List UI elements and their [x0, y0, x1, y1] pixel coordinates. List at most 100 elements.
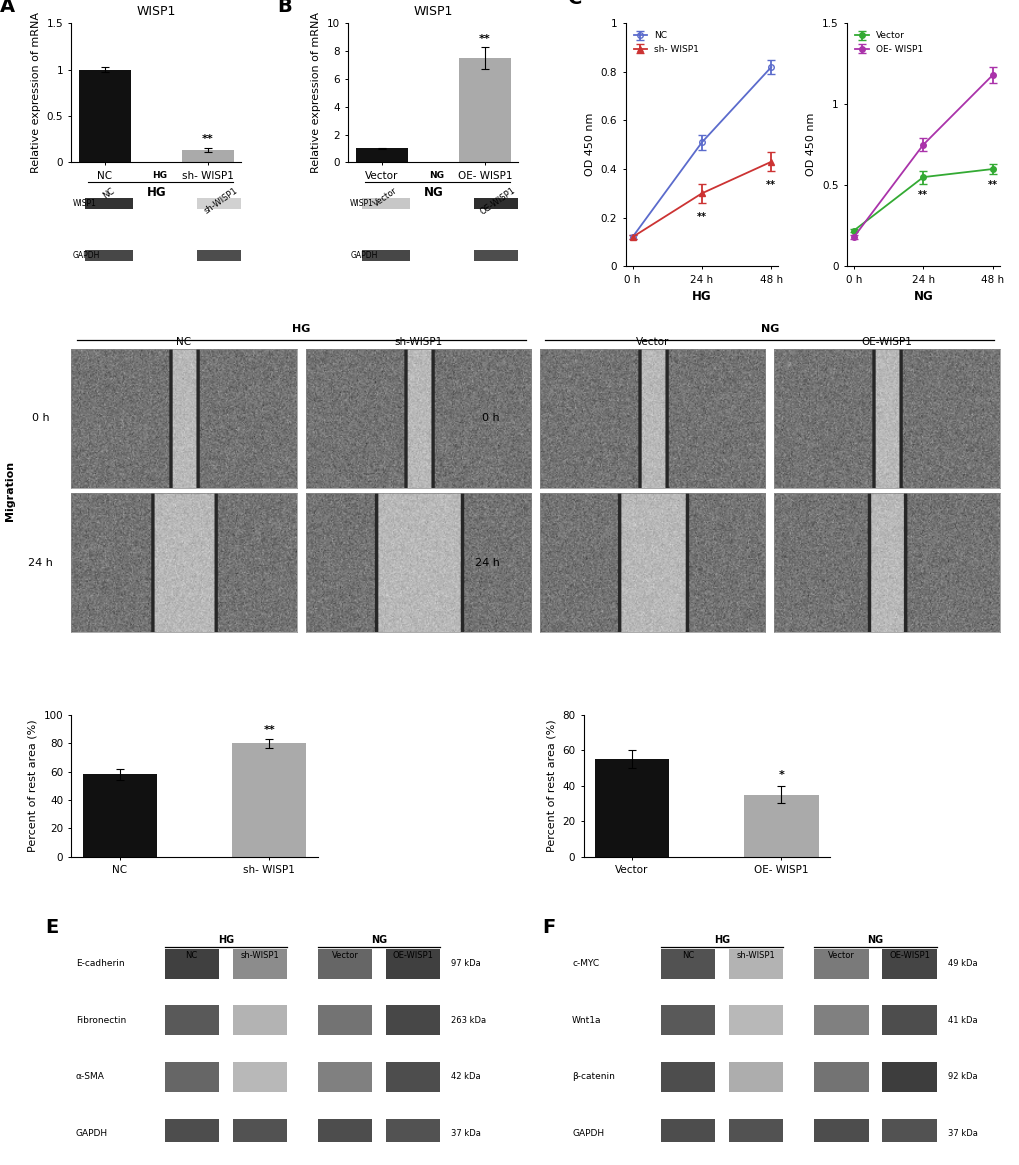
Y-axis label: Relative expression of mRNA: Relative expression of mRNA — [31, 13, 41, 174]
Text: 263 kDa: 263 kDa — [450, 1016, 486, 1025]
Y-axis label: OD 450 nm: OD 450 nm — [585, 113, 595, 176]
Text: C: C — [567, 0, 582, 8]
Legend: NC, sh- WISP1: NC, sh- WISP1 — [630, 28, 702, 57]
Bar — [318, 1061, 372, 1092]
Bar — [197, 250, 245, 261]
Text: 42 kDa: 42 kDa — [450, 1073, 481, 1081]
Text: 0 h: 0 h — [481, 414, 499, 423]
Bar — [385, 948, 440, 979]
Title: WISP1: WISP1 — [137, 5, 176, 17]
Text: **: ** — [479, 34, 490, 44]
Bar — [232, 1118, 286, 1149]
Text: **: ** — [986, 181, 997, 190]
Text: *: * — [777, 770, 784, 781]
Bar — [660, 1118, 714, 1149]
Text: F: F — [541, 918, 554, 937]
Y-axis label: Relative expression of mRNA: Relative expression of mRNA — [311, 13, 321, 174]
Text: 49 kDa: 49 kDa — [947, 959, 976, 968]
Text: α-SMA: α-SMA — [75, 1073, 105, 1081]
Text: **: ** — [917, 190, 927, 200]
Bar — [318, 1118, 372, 1149]
Bar — [85, 198, 132, 210]
Bar — [743, 795, 817, 856]
Bar — [385, 1005, 440, 1036]
Text: HG: HG — [713, 935, 730, 945]
Text: 24 h: 24 h — [474, 558, 499, 567]
Text: NG: NG — [371, 935, 386, 945]
Bar — [881, 1118, 935, 1149]
Title: NC: NC — [176, 337, 192, 347]
Text: β-catenin: β-catenin — [572, 1073, 614, 1081]
Text: NG: NG — [429, 171, 444, 181]
Title: sh-WISP1: sh-WISP1 — [393, 337, 442, 347]
Bar — [881, 1061, 935, 1092]
Bar — [362, 250, 410, 261]
Text: NC: NC — [682, 952, 694, 960]
Y-axis label: Percent of rest area (%): Percent of rest area (%) — [28, 720, 38, 852]
Text: NG: NG — [866, 935, 882, 945]
Bar — [385, 1118, 440, 1149]
Bar — [362, 198, 410, 210]
X-axis label: NG: NG — [912, 290, 932, 303]
Text: NC: NC — [185, 952, 198, 960]
Text: HG: HG — [152, 171, 167, 181]
Bar — [318, 948, 372, 979]
Y-axis label: 24 h: 24 h — [29, 558, 53, 567]
Text: sh-WISP1: sh-WISP1 — [203, 186, 239, 216]
Text: Wnt1a: Wnt1a — [572, 1016, 601, 1025]
Text: Fibronectin: Fibronectin — [75, 1016, 125, 1025]
Text: GAPDH: GAPDH — [572, 1129, 603, 1138]
Text: GAPDH: GAPDH — [75, 1129, 108, 1138]
Text: NC: NC — [101, 186, 116, 200]
Text: HG: HG — [217, 935, 233, 945]
Text: Migration: Migration — [5, 460, 15, 521]
Text: 92 kDa: 92 kDa — [947, 1073, 976, 1081]
Text: **: ** — [696, 212, 706, 223]
Text: OE-WISP1: OE-WISP1 — [889, 952, 929, 960]
Bar — [660, 948, 714, 979]
Bar — [474, 198, 522, 210]
Bar — [79, 70, 130, 162]
Bar — [813, 1005, 868, 1036]
Text: Vector: Vector — [827, 952, 854, 960]
Text: WISP1: WISP1 — [350, 199, 374, 209]
Text: sh-WISP1: sh-WISP1 — [736, 952, 774, 960]
Bar — [594, 760, 668, 856]
Text: 37 kDa: 37 kDa — [450, 1129, 481, 1138]
Y-axis label: OD 450 nm: OD 450 nm — [806, 113, 815, 176]
Bar — [881, 1005, 935, 1036]
Bar — [318, 1005, 372, 1036]
Bar — [474, 250, 522, 261]
X-axis label: HG: HG — [692, 290, 711, 303]
Text: E: E — [46, 918, 59, 937]
Bar — [197, 198, 245, 210]
Bar — [729, 948, 783, 979]
Title: OE-WISP1: OE-WISP1 — [861, 337, 912, 347]
Bar — [660, 1005, 714, 1036]
Text: GAPDH: GAPDH — [350, 252, 377, 260]
Bar — [164, 948, 219, 979]
Text: B: B — [277, 0, 291, 16]
Bar — [813, 948, 868, 979]
Text: 97 kDa: 97 kDa — [450, 959, 481, 968]
Title: Vector: Vector — [635, 337, 668, 347]
Bar — [385, 1061, 440, 1092]
Text: sh-WISP1: sh-WISP1 — [240, 952, 279, 960]
Y-axis label: Percent of rest area (%): Percent of rest area (%) — [546, 720, 556, 852]
Text: WISP1: WISP1 — [73, 199, 97, 209]
Bar — [459, 58, 511, 162]
Text: HG: HG — [291, 324, 310, 333]
Text: OE-WISP1: OE-WISP1 — [392, 952, 433, 960]
Text: **: ** — [765, 181, 775, 190]
Bar — [813, 1118, 868, 1149]
Bar — [232, 1005, 286, 1036]
Text: **: ** — [263, 725, 275, 735]
Text: GAPDH: GAPDH — [73, 252, 101, 260]
Bar — [232, 1061, 286, 1092]
Legend: Vector, OE- WISP1: Vector, OE- WISP1 — [851, 28, 925, 57]
X-axis label: NG: NG — [423, 186, 443, 199]
Bar — [356, 148, 408, 162]
Text: 41 kDa: 41 kDa — [947, 1016, 976, 1025]
Bar — [232, 948, 286, 979]
Text: **: ** — [202, 134, 214, 143]
